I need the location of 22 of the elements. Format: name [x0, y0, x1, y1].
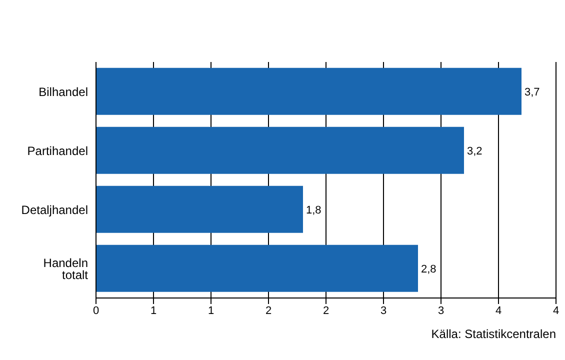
x-tick-label: 3 [380, 304, 387, 317]
text: Källa: Statistikcentralen [431, 327, 556, 341]
x-tick-label: 4 [552, 304, 560, 317]
data-label: 1,8 [306, 204, 322, 216]
y-tick-label: Handeln totalt [43, 256, 89, 282]
bar [96, 244, 418, 292]
x-tick-label: 3 [438, 304, 444, 317]
bar [96, 126, 464, 174]
x-tick-label: 4 [495, 304, 502, 317]
x-tick-label: 2 [265, 304, 272, 317]
x-tick-label: 1 [208, 304, 214, 317]
x-tick-label: 1 [150, 304, 157, 317]
y-tick-label: Bilhandel [38, 84, 88, 99]
data-label: 2,8 [421, 263, 436, 276]
x-tick-label: 0 [92, 304, 100, 317]
x-tick-label: 2 [322, 304, 330, 317]
y-tick-label: Detaljhandel [21, 202, 88, 217]
y-tick-label: Partihandel [27, 144, 88, 158]
bar [96, 186, 303, 233]
bar [96, 68, 522, 115]
data-label: 3,2 [467, 145, 482, 158]
data-label: 3,7 [524, 86, 540, 98]
